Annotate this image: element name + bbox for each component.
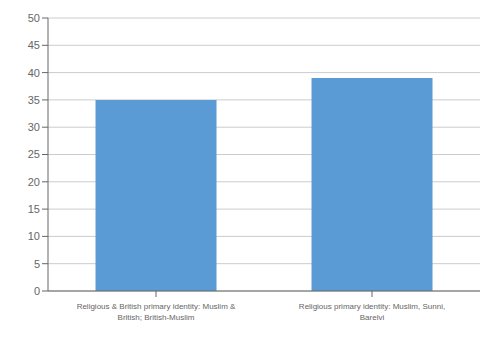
svg-text:0: 0: [34, 285, 40, 297]
svg-text:Religious & British primary id: Religious & British primary identity: Mu…: [77, 302, 236, 322]
svg-text:50: 50: [28, 12, 40, 24]
svg-text:15: 15: [28, 203, 40, 215]
svg-text:45: 45: [28, 39, 40, 51]
svg-text:40: 40: [28, 67, 40, 79]
svg-text:5: 5: [34, 258, 40, 270]
svg-text:25: 25: [28, 148, 40, 160]
svg-text:20: 20: [28, 176, 40, 188]
svg-text:10: 10: [28, 230, 40, 242]
svg-text:30: 30: [28, 121, 40, 133]
svg-text:Religious primary identity: Mu: Religious primary identity: Muslim, Sunn…: [299, 302, 445, 322]
svg-text:35: 35: [28, 94, 40, 106]
